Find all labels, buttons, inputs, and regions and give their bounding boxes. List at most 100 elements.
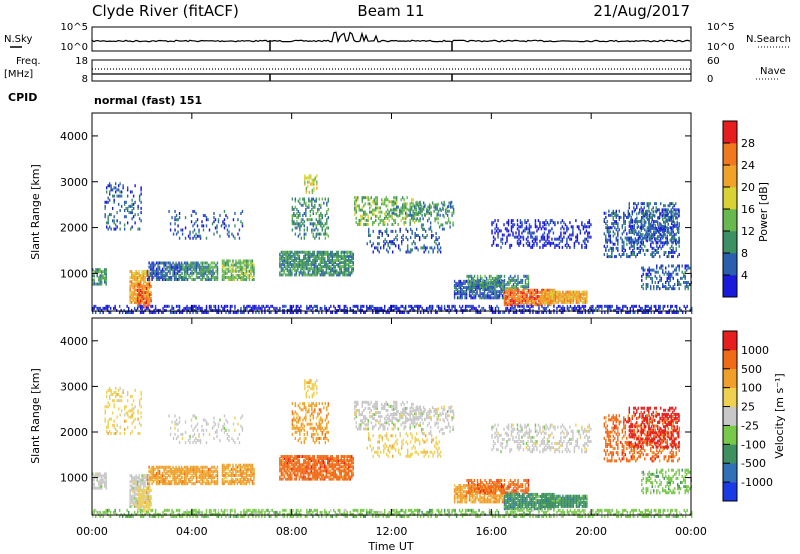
power-cell	[563, 298, 566, 302]
power-cell	[634, 304, 636, 308]
power-cell	[587, 308, 590, 312]
power-cell	[145, 282, 148, 286]
power-cell	[612, 224, 615, 228]
power-cell	[148, 290, 151, 294]
power-cell	[572, 306, 575, 310]
velocity-cell	[133, 490, 136, 494]
power-cell	[530, 292, 533, 296]
power-cell	[148, 278, 150, 281]
power-cell	[349, 308, 351, 312]
power-cell	[141, 292, 143, 296]
power-cell	[386, 240, 388, 244]
power-cell	[178, 308, 181, 312]
power-cell	[181, 232, 184, 236]
power-cell	[636, 233, 638, 237]
power-cell	[466, 274, 468, 278]
power-cell	[494, 311, 497, 314]
velocity-cell	[105, 474, 107, 478]
power-cell	[295, 308, 298, 312]
power-cell	[658, 304, 660, 308]
power-cell	[131, 217, 133, 221]
power-cell	[403, 206, 405, 210]
power-cell	[650, 306, 652, 310]
power-cell	[120, 190, 123, 194]
power-cell	[509, 294, 512, 298]
power-cell	[213, 275, 216, 279]
power-cell	[617, 306, 620, 310]
power-cell	[131, 204, 133, 208]
power-cell	[551, 294, 554, 298]
power-cell	[376, 311, 378, 314]
power-cell	[506, 294, 509, 298]
power-cell	[195, 232, 197, 236]
power-cell	[145, 306, 148, 310]
power-cell	[349, 261, 351, 265]
power-cell	[448, 311, 450, 314]
power-cell	[235, 311, 238, 314]
power-cell	[136, 282, 139, 286]
power-cell	[677, 264, 679, 268]
power-cell	[110, 213, 112, 217]
power-cell	[533, 241, 535, 245]
power-cell	[618, 209, 621, 213]
power-cell	[676, 311, 678, 314]
power-cell	[130, 276, 133, 280]
power-cell	[296, 207, 298, 211]
power-cell	[294, 254, 296, 258]
power-cell	[96, 270, 98, 274]
power-cell	[152, 265, 155, 269]
power-cell	[129, 288, 131, 292]
power-cell	[414, 242, 416, 246]
power-cell	[681, 270, 683, 274]
power-cell	[524, 221, 526, 225]
power-cell	[145, 269, 148, 273]
power-cell	[195, 261, 198, 265]
power-cell	[96, 274, 98, 278]
power-cell	[193, 308, 196, 312]
power-cell	[460, 306, 462, 310]
power-cell	[527, 285, 530, 289]
power-cell	[584, 290, 587, 294]
power-cell	[419, 202, 421, 206]
power-cell	[676, 226, 678, 230]
power-cell	[666, 276, 668, 280]
power-cell	[372, 311, 374, 314]
power-cell	[557, 298, 560, 302]
power-cell	[236, 265, 239, 269]
power-cell	[575, 296, 578, 300]
power-cell	[368, 229, 370, 233]
power-cell	[462, 279, 465, 283]
power-cell	[306, 273, 308, 277]
power-cell	[492, 239, 495, 243]
power-cell	[298, 263, 301, 267]
power-cell	[514, 311, 516, 314]
power-cell	[172, 273, 174, 277]
power-cell	[482, 285, 485, 289]
power-cell	[224, 267, 227, 271]
power-cell	[406, 202, 408, 206]
power-cell	[321, 261, 323, 265]
power-cell	[413, 304, 416, 308]
power-cell	[614, 232, 616, 236]
power-cell	[412, 218, 414, 222]
power-cell	[628, 224, 631, 228]
power-cell	[664, 233, 666, 237]
power-cell	[483, 296, 486, 300]
power-cell	[409, 223, 411, 226]
power-cell	[668, 272, 670, 276]
power-cell	[173, 265, 176, 269]
power-cell	[247, 273, 249, 277]
power-cell	[214, 308, 217, 312]
power-cell	[626, 236, 628, 240]
power-cell	[295, 258, 298, 262]
power-cell	[345, 267, 347, 271]
power-cell	[629, 255, 631, 259]
power-cell	[280, 256, 283, 260]
power-cell	[581, 304, 584, 308]
power-cell	[541, 288, 543, 292]
power-cell	[497, 231, 499, 235]
power-cell	[473, 278, 476, 282]
power-cell	[328, 273, 331, 277]
velocity-cell	[133, 496, 136, 500]
power-cell	[612, 217, 615, 221]
